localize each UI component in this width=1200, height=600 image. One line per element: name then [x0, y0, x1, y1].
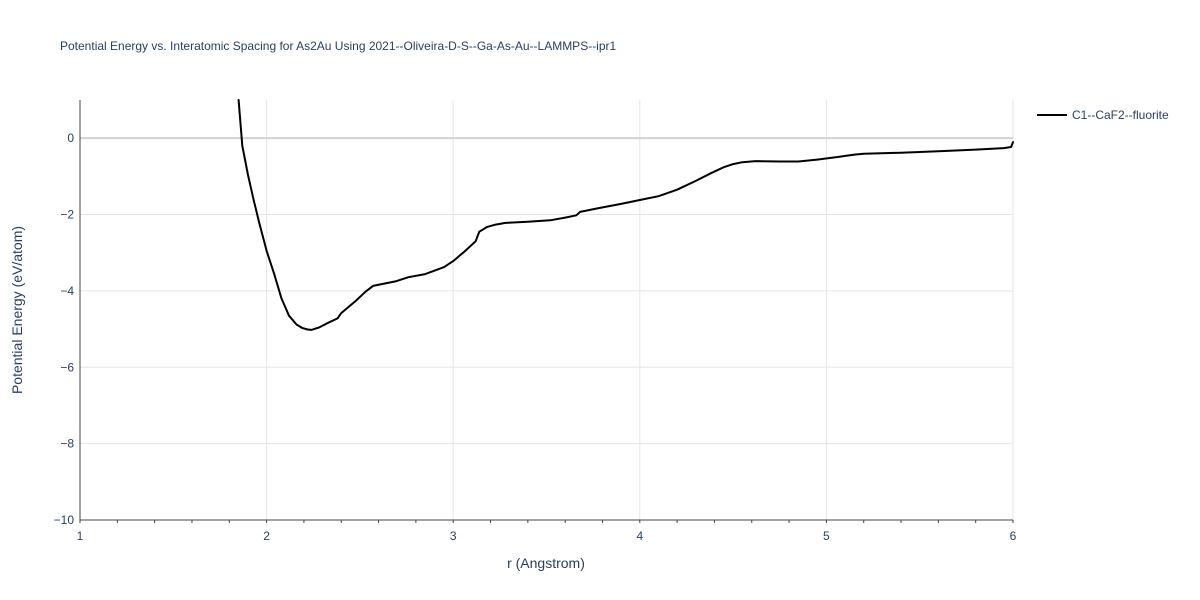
x-tick-label: 2 [263, 529, 270, 543]
y-tick-label: −6 [60, 360, 74, 374]
series-layer [237, 99, 1014, 331]
x-tick-label: 4 [636, 529, 643, 543]
x-axis-title: r (Angstrom) [507, 555, 585, 571]
y-tick-label: −4 [60, 284, 74, 298]
x-tick-label: 5 [823, 529, 830, 543]
x-tick-label: 3 [450, 529, 457, 543]
legend[interactable]: C1--CaF2--fluorite [1037, 108, 1169, 122]
x-tick-label: 1 [77, 529, 84, 543]
y-axis-title: Potential Energy (eV/atom) [9, 226, 25, 394]
legend-item-label: C1--CaF2--fluorite [1072, 108, 1169, 122]
y-tick-label: −10 [54, 513, 75, 527]
grid-lines [80, 100, 1014, 520]
axes [79, 100, 1014, 523]
tick-labels: 1 2 3 4 5 6 −10 −8 −6 −4 −2 0 [54, 131, 1017, 543]
chart-title: Potential Energy vs. Interatomic Spacing… [60, 39, 617, 53]
series-line [237, 99, 1014, 331]
y-tick-label: 0 [67, 131, 74, 145]
y-tick-label: −8 [60, 437, 74, 451]
y-tick-label: −2 [60, 208, 74, 222]
x-tick-label: 6 [1010, 529, 1017, 543]
